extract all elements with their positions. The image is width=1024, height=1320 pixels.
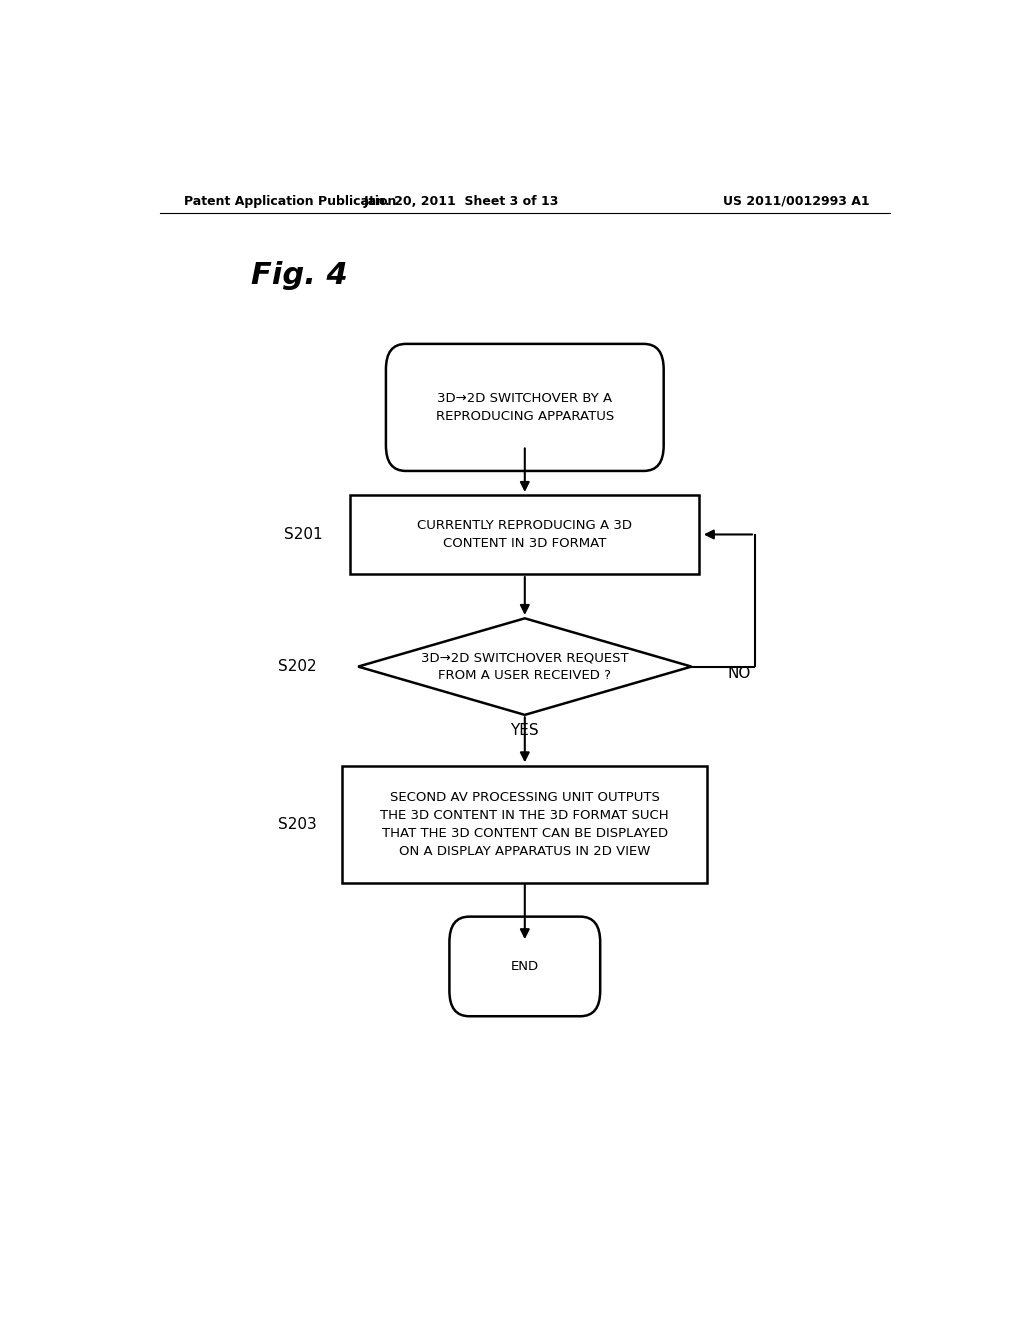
FancyBboxPatch shape	[386, 345, 664, 471]
Text: Patent Application Publication: Patent Application Publication	[183, 194, 396, 207]
Text: Jan. 20, 2011  Sheet 3 of 13: Jan. 20, 2011 Sheet 3 of 13	[364, 194, 559, 207]
FancyBboxPatch shape	[450, 916, 600, 1016]
Bar	[342, 766, 708, 883]
Text: YES: YES	[511, 723, 539, 738]
Text: Fig. 4: Fig. 4	[251, 261, 348, 290]
Text: END: END	[511, 960, 539, 973]
Text: S201: S201	[284, 527, 323, 543]
Text: S203: S203	[279, 817, 316, 832]
Text: 3D→2D SWITCHOVER BY A
REPRODUCING APPARATUS: 3D→2D SWITCHOVER BY A REPRODUCING APPARA…	[435, 392, 614, 422]
Text: S202: S202	[279, 659, 316, 675]
Text: SECOND AV PROCESSING UNIT OUTPUTS
THE 3D CONTENT IN THE 3D FORMAT SUCH
THAT THE : SECOND AV PROCESSING UNIT OUTPUTS THE 3D…	[381, 791, 669, 858]
Text: CURRENTLY REPRODUCING A 3D
CONTENT IN 3D FORMAT: CURRENTLY REPRODUCING A 3D CONTENT IN 3D…	[418, 519, 632, 550]
Text: US 2011/0012993 A1: US 2011/0012993 A1	[723, 194, 869, 207]
Bar	[350, 495, 699, 574]
Text: NO: NO	[727, 667, 751, 681]
Text: 3D→2D SWITCHOVER REQUEST
FROM A USER RECEIVED ?: 3D→2D SWITCHOVER REQUEST FROM A USER REC…	[421, 651, 629, 682]
Polygon shape	[358, 618, 691, 715]
